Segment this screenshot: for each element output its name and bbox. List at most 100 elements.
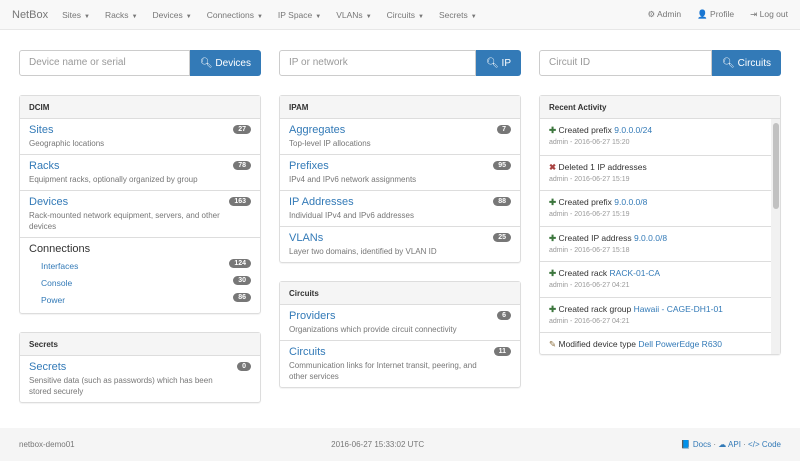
item-link[interactable]: Circuits bbox=[289, 346, 326, 358]
footer: netbox-demo01 2016-06-27 15:33:02 UTC 📘 … bbox=[0, 428, 800, 461]
item-link[interactable]: Sites bbox=[29, 124, 54, 136]
item-description: Equipment racks, optionally organized by… bbox=[29, 175, 198, 184]
nav-admin[interactable]: ⚙ Admin bbox=[647, 9, 682, 19]
search-form: Circuit ID🔍︎ Circuits bbox=[539, 50, 781, 76]
brand-logo[interactable]: NetBox bbox=[12, 8, 49, 21]
nav-profile[interactable]: 👤 Profile bbox=[697, 9, 735, 19]
panel-title: Circuits bbox=[280, 282, 520, 305]
sub-item-link[interactable]: Power bbox=[41, 294, 66, 305]
activity-link[interactable]: 9.0.0.0/24 bbox=[614, 125, 653, 135]
activity-item: ✚ Created prefix 9.0.0.0/24 admin - 2016-… bbox=[540, 119, 780, 155]
item-link[interactable]: IP Addresses bbox=[289, 196, 354, 208]
pencil-icon: ✎ bbox=[549, 339, 557, 349]
item-link[interactable]: Providers bbox=[289, 310, 336, 322]
search-field[interactable]: Circuit ID bbox=[539, 50, 713, 76]
nav-racks[interactable]: Racks ▼ bbox=[104, 9, 138, 20]
scrollbar[interactable] bbox=[771, 119, 780, 354]
list-item: Secrets 0 Sensitive data (such as password… bbox=[20, 356, 260, 402]
scrollbar-thumb[interactable] bbox=[773, 123, 779, 209]
nav-devices[interactable]: Devices ▼ bbox=[152, 9, 192, 20]
activity-link[interactable]: Dell PowerEdge R630 bbox=[638, 339, 723, 349]
nav-sites[interactable]: Sites ▼ bbox=[62, 9, 90, 20]
activity-link[interactable]: 9.0.0.0/8 bbox=[614, 197, 648, 207]
sub-item: Console 30 bbox=[29, 274, 251, 291]
item-link[interactable]: Devices bbox=[29, 196, 69, 208]
activity-link[interactable]: Hawaii - CAGE-DH1-01 bbox=[633, 303, 723, 314]
sub-item-link[interactable]: Interfaces bbox=[41, 260, 79, 271]
item-description: IPv4 and IPv6 network assignments bbox=[289, 175, 417, 184]
hostname: netbox-demo01 bbox=[19, 440, 75, 449]
count-badge: 124 bbox=[229, 259, 251, 268]
search-input[interactable] bbox=[20, 51, 189, 75]
panel-title: Recent Activity bbox=[540, 96, 780, 119]
activity-meta: admin - 2016-06-27 15:20 bbox=[549, 139, 630, 146]
search-field[interactable]: Device name or serial bbox=[19, 50, 190, 76]
item-link[interactable]: Prefixes bbox=[289, 160, 329, 172]
count-badge: 95 bbox=[493, 161, 511, 170]
activity-meta: admin - 2016-06-27 15:18 bbox=[549, 246, 630, 254]
list-item: Aggregates 7 Top-level IP allocations bbox=[280, 119, 520, 154]
activity-meta: admin - 2016-06-27 15:19 bbox=[549, 211, 630, 218]
item-link[interactable]: Aggregates bbox=[289, 124, 346, 136]
plus-icon: ✚ bbox=[549, 303, 557, 314]
activity-item: ✎ Modified device type Dell PowerEdge R6… bbox=[540, 332, 780, 354]
count-badge: 163 bbox=[229, 197, 251, 206]
code-icon: </> bbox=[748, 440, 760, 449]
item-description: Organizations which provide circuit conn… bbox=[289, 325, 457, 334]
nav-connections[interactable]: Connections ▼ bbox=[206, 9, 263, 20]
caret-down-icon: ▼ bbox=[83, 13, 90, 20]
activity-item: ✚ Created rack group Hawaii - CAGE-DH1-0… bbox=[540, 296, 780, 333]
nav-secrets[interactable]: Secrets ▼ bbox=[438, 9, 477, 20]
search-button[interactable]: 🔍︎ Circuits bbox=[712, 50, 781, 76]
panel-title: Secrets bbox=[20, 333, 260, 356]
sub-item-link[interactable]: Console bbox=[41, 277, 73, 288]
activity-item: ✖ Deleted 1 IP addresses admin - 2016-06… bbox=[540, 154, 780, 191]
search-icon: 🔍︎ bbox=[722, 57, 735, 69]
nav-ip-space[interactable]: IP Space ▼ bbox=[277, 9, 322, 20]
footer-api-link[interactable]: ☁ API bbox=[718, 440, 741, 449]
caret-down-icon: ▼ bbox=[185, 13, 192, 20]
caret-down-icon: ▼ bbox=[131, 13, 138, 20]
plus-icon: ✚ bbox=[549, 232, 557, 243]
count-badge: 25 bbox=[493, 233, 511, 242]
item-link[interactable]: VLANs bbox=[289, 232, 324, 244]
search-form: Device name or serial🔍︎ Devices bbox=[19, 50, 261, 76]
sub-item: Interfaces 124 bbox=[29, 257, 251, 274]
footer-docs-link[interactable]: 📘 Docs bbox=[680, 440, 712, 449]
nav-log-out[interactable]: ⇥ Log out bbox=[750, 9, 788, 19]
item-link[interactable]: Secrets bbox=[29, 361, 67, 373]
list-item: Sites 27 Geographic locations bbox=[20, 119, 260, 154]
panel-dcim: DCIM Sites 27 Geographic locations Racks 78 Eq… bbox=[19, 95, 261, 314]
search-icon: 🔍︎ bbox=[199, 57, 213, 69]
search-input[interactable] bbox=[540, 51, 712, 75]
item-description: Communication links for Internet transit… bbox=[289, 361, 477, 381]
activity-item: ✚ Created rack RACK-01-CA admin - 2016-06… bbox=[540, 261, 780, 297]
sub-item: Power 86 bbox=[29, 291, 251, 308]
gear-icon: ⚙ bbox=[647, 9, 656, 19]
nav-circuits[interactable]: Circuits ▼ bbox=[386, 9, 424, 20]
activity-item: ✚ Created prefix 9.0.0.0/8 admin - 2016-0… bbox=[540, 190, 780, 226]
list-item: Circuits 11 Communication links for Intern… bbox=[280, 340, 520, 387]
caret-down-icon: ▼ bbox=[256, 13, 263, 20]
activity-link[interactable]: RACK-01-CA bbox=[609, 268, 661, 278]
search-field[interactable]: IP or network bbox=[279, 50, 477, 76]
footer-code-link[interactable]: </> Code bbox=[748, 440, 781, 449]
list-item: Devices 163 Rack-mounted network equipment… bbox=[20, 190, 260, 237]
count-badge: 0 bbox=[237, 362, 251, 371]
panel-activity: Recent Activity ✚ Created prefix 9.0.0.0/… bbox=[539, 95, 781, 355]
activity-item: ✚ Created IP address 9.0.0.0/8 admin - 20… bbox=[540, 225, 780, 262]
list-item: Providers 6 Organizations which provide ci… bbox=[280, 305, 520, 340]
search-form: IP or network🔍︎ IP bbox=[279, 50, 521, 76]
search-button[interactable]: 🔍︎ IP bbox=[476, 50, 521, 76]
plus-icon: ✚ bbox=[549, 268, 557, 278]
search-button[interactable]: 🔍︎ Devices bbox=[189, 50, 261, 76]
nav-vlans[interactable]: VLANs ▼ bbox=[336, 9, 372, 20]
activity-link[interactable]: 9.0.0.0/8 bbox=[633, 232, 668, 243]
caret-down-icon: ▼ bbox=[365, 13, 372, 20]
list-item: IP Addresses 88 Individual IPv4 and IPv6 a… bbox=[280, 190, 520, 226]
item-description: Individual IPv4 and IPv6 addresses bbox=[289, 211, 414, 220]
search-input[interactable] bbox=[280, 51, 476, 75]
item-link[interactable]: Racks bbox=[29, 160, 60, 172]
list-item: Prefixes 95 IPv4 and IPv6 network assignme… bbox=[280, 154, 520, 190]
activity-meta: admin - 2016-06-27 15:19 bbox=[549, 175, 630, 183]
